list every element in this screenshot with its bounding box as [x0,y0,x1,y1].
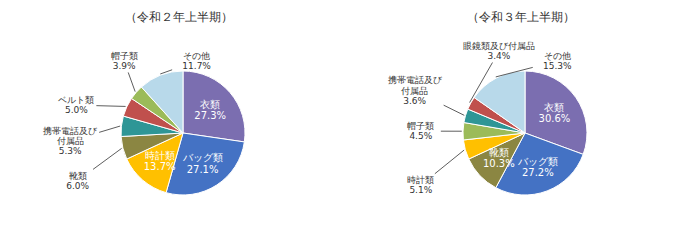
svg-text:衣類27.3%: 衣類27.3% [194,98,226,121]
html-text:（令和２年上半期）: （令和２年上半期） [125,10,233,24]
svg-text:時計類13.7%: 時計類13.7% [144,149,176,172]
svg-text:バッグ類27.2%: バッグ類27.2% [517,155,558,178]
svg-text:帽子類3.9%: 帽子類3.9% [111,51,138,71]
svg-text:靴類6.0%: 靴類6.0% [66,171,89,191]
svg-text:その他11.7%: その他11.7% [182,51,211,71]
svg-text:携帯電話及び付属品5.3%: 携帯電話及び付属品5.3% [43,126,98,157]
svg-text:ベルト類5.0%: ベルト類5.0% [58,95,94,115]
svg-text:帽子類4.5%: 帽子類4.5% [407,121,434,141]
svg-text:眼鏡類及び付属品3.4%: 眼鏡類及び付属品3.4% [463,41,535,61]
svg-text:その他15.3%: その他15.3% [543,51,572,71]
html-text:（令和３年上半期）: （令和３年上半期） [467,10,575,24]
svg-text:バッグ類27.1%: バッグ類27.1% [182,152,223,175]
svg-text:時計類5.1%: 時計類5.1% [407,175,434,195]
svg-text:携帯電話及び付属品3.6%: 携帯電話及び付属品3.6% [388,75,443,106]
svg-text:靴類10.3%: 靴類10.3% [483,146,515,169]
svg-text:衣類30.6%: 衣類30.6% [539,101,571,124]
